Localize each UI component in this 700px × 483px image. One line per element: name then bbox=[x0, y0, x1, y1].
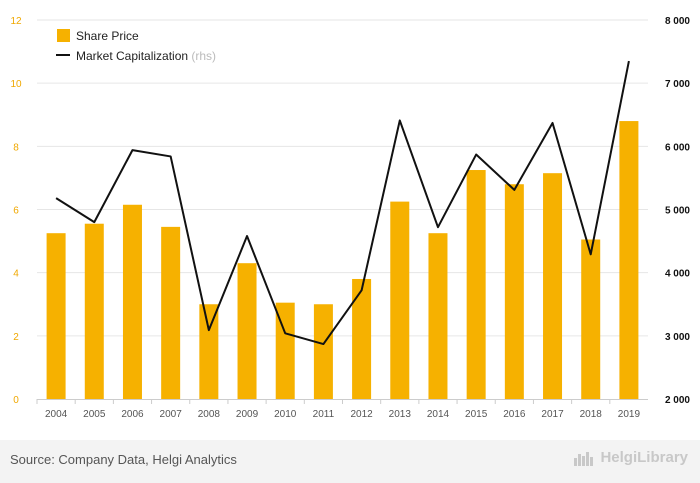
bar-share-price bbox=[581, 239, 601, 399]
legend-swatch-share-price bbox=[57, 29, 70, 42]
left-axis-tick-label: 8 bbox=[13, 142, 19, 153]
x-axis-tick-label: 2009 bbox=[236, 409, 259, 420]
bar-share-price bbox=[466, 170, 486, 399]
bar-share-price bbox=[122, 204, 142, 399]
x-axis-tick-label: 2005 bbox=[83, 409, 106, 420]
x-axis-tick-label: 2014 bbox=[427, 409, 450, 420]
legend-label-market-capitalization: Market Capitalization (rhs) bbox=[76, 49, 216, 63]
bar-share-price bbox=[428, 233, 448, 399]
x-axis-tick-label: 2008 bbox=[198, 409, 221, 420]
x-axis-tick-label: 2015 bbox=[465, 409, 488, 420]
left-axis-tick-label: 12 bbox=[10, 16, 22, 27]
x-axis-tick-label: 2018 bbox=[580, 409, 603, 420]
right-axis-tick-label: 4 000 bbox=[665, 269, 690, 280]
left-axis-tick-label: 0 bbox=[13, 395, 19, 406]
right-axis-tick-label: 7 000 bbox=[665, 79, 690, 90]
x-axis-tick-label: 2017 bbox=[541, 409, 564, 420]
x-axis-tick-label: 2011 bbox=[313, 409, 335, 420]
bar-share-price bbox=[275, 302, 295, 399]
left-axis-tick-label: 4 bbox=[13, 269, 19, 280]
bar-share-price bbox=[504, 184, 524, 399]
right-axis-tick-label: 2 000 bbox=[665, 395, 690, 406]
bar-share-price bbox=[237, 263, 257, 399]
right-axis-tick-label: 5 000 bbox=[665, 206, 690, 217]
combo-chart: 0 2 4 6 8 10 12 2 000 3 000 4 000 5 000 6 000 7 000 8… bbox=[10, 16, 690, 420]
x-axis-tick-label: 2010 bbox=[274, 409, 297, 420]
left-axis-tick-label: 10 bbox=[10, 79, 22, 90]
bar-share-price bbox=[46, 233, 66, 399]
x-axis-tick-label: 2007 bbox=[160, 409, 183, 420]
x-axis-tick-label: 2019 bbox=[618, 409, 641, 420]
bar-share-price bbox=[352, 278, 372, 399]
logo-text: HelgiLibrary bbox=[600, 449, 688, 466]
bar-share-price bbox=[84, 223, 104, 399]
logo-skyline-icon bbox=[574, 451, 594, 466]
legend-label-share-price: Share Price bbox=[76, 29, 139, 43]
helgi-library-logo: HelgiLibrary bbox=[574, 449, 688, 466]
right-axis-tick-label: 8 000 bbox=[665, 16, 690, 27]
line-market-capitalization bbox=[55, 60, 630, 346]
bar-share-price bbox=[390, 201, 410, 399]
right-axis-tick-label: 6 000 bbox=[665, 142, 690, 153]
bar-share-price bbox=[199, 304, 219, 399]
left-axis-tick-label: 6 bbox=[13, 206, 19, 217]
x-axis-tick-label: 2004 bbox=[45, 409, 68, 420]
x-axis-tick-label: 2006 bbox=[121, 409, 144, 420]
bar-share-price bbox=[313, 304, 333, 399]
bar-share-price bbox=[161, 226, 181, 399]
x-axis-tick-label: 2012 bbox=[350, 409, 373, 420]
right-axis-tick-label: 3 000 bbox=[665, 332, 690, 343]
bar-share-price bbox=[619, 121, 639, 400]
x-axis-tick-label: 2016 bbox=[503, 409, 526, 420]
x-axis-tick-label: 2013 bbox=[389, 409, 412, 420]
source-note: Source: Company Data, Helgi Analytics bbox=[10, 452, 237, 467]
bar-share-price bbox=[543, 173, 563, 399]
left-axis-tick-label: 2 bbox=[13, 332, 19, 343]
